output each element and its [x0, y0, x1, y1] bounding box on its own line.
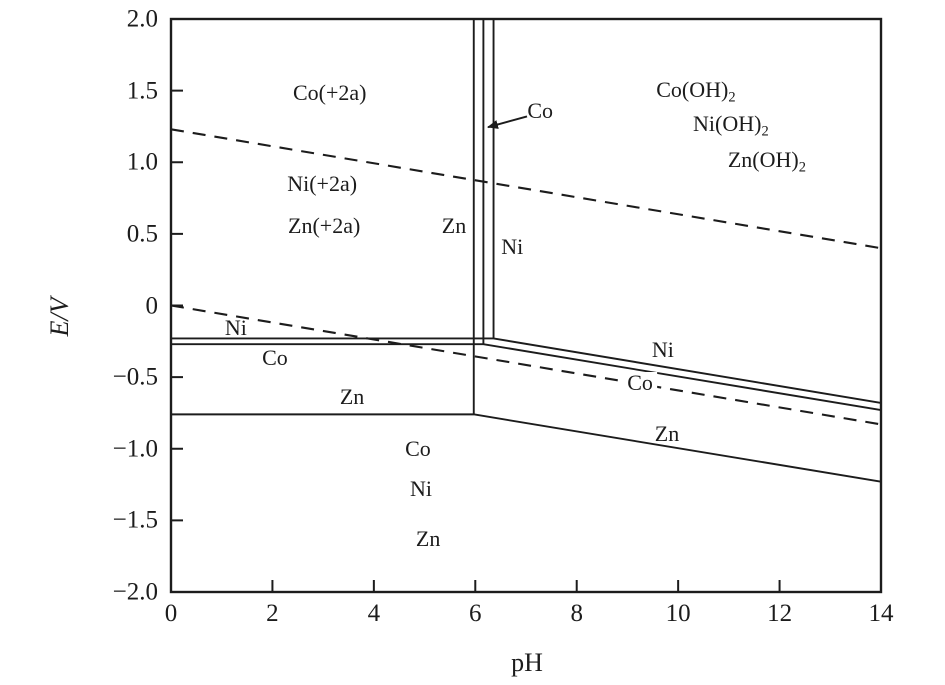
y-tick-label: 0: [145, 292, 159, 319]
y-tick-label: −2.0: [112, 578, 158, 606]
y-tick-label: −1.5: [112, 506, 158, 534]
oxygen-water-dashed-line: [170, 128, 882, 250]
y-tick-label: 1.0: [126, 148, 158, 176]
co-aqueous-region-label: Co(+2a): [292, 80, 367, 106]
x-tick-label: 14: [868, 600, 894, 627]
co-boundary-arrow: [487, 115, 528, 129]
co-metal-region-label: Co: [405, 435, 431, 461]
hydrogen-water-dashed-line: [170, 304, 882, 426]
zn-hydroxide-region-label: Zn(OH)2: [727, 147, 806, 176]
y-axis-title: E/V: [45, 297, 74, 337]
co-sloped-line-label: Co: [623, 371, 657, 394]
zn-sloped-line-label: Zn: [654, 421, 680, 447]
zn-vertical-boundary-label: Zn: [441, 212, 467, 238]
y-tick-label: 1.5: [126, 77, 158, 105]
x-tick-label: 4: [367, 600, 381, 627]
zn-aqueous-region-label: Zn(+2a): [288, 212, 361, 238]
x-tick-label: 2: [266, 600, 279, 627]
zn-metal-boundary-line: [171, 413, 882, 483]
x-tick-label: 10: [665, 600, 691, 627]
ni-horizontal-line-label: Ni: [224, 314, 247, 340]
y-tick-label: −0.5: [112, 363, 158, 391]
y-tick-label: −1.0: [112, 435, 158, 463]
ni-metal-region-label: Ni: [410, 475, 433, 501]
zn-horizontal-line-label: Zn: [339, 384, 365, 410]
co-hydroxide-region-label: Co(OH)2: [656, 76, 736, 106]
y-tick-label: 2.0: [126, 5, 158, 33]
x-tick-label: 8: [570, 600, 583, 627]
y-tick-label: 0.5: [126, 220, 158, 248]
x-tick-label: 0: [164, 600, 178, 627]
plot-frame: [169, 17, 883, 594]
ni-hydroxide-region-label: Ni(OH)2: [693, 111, 769, 140]
ni-sloped-line-label: Ni: [651, 336, 674, 362]
x-axis-title: pH: [511, 648, 543, 677]
x-tick-label: 6: [469, 600, 482, 627]
ni-vertical-boundary-label: Ni: [501, 233, 524, 259]
zn-metal-region-label: Zn: [415, 525, 441, 551]
co-horizontal-line-label: Co: [262, 345, 288, 371]
ni-aqueous-region-label: Ni(+2a): [287, 170, 358, 196]
co-vertical-pointer-label: Co: [527, 97, 554, 123]
x-tick-label: 12: [767, 600, 793, 627]
